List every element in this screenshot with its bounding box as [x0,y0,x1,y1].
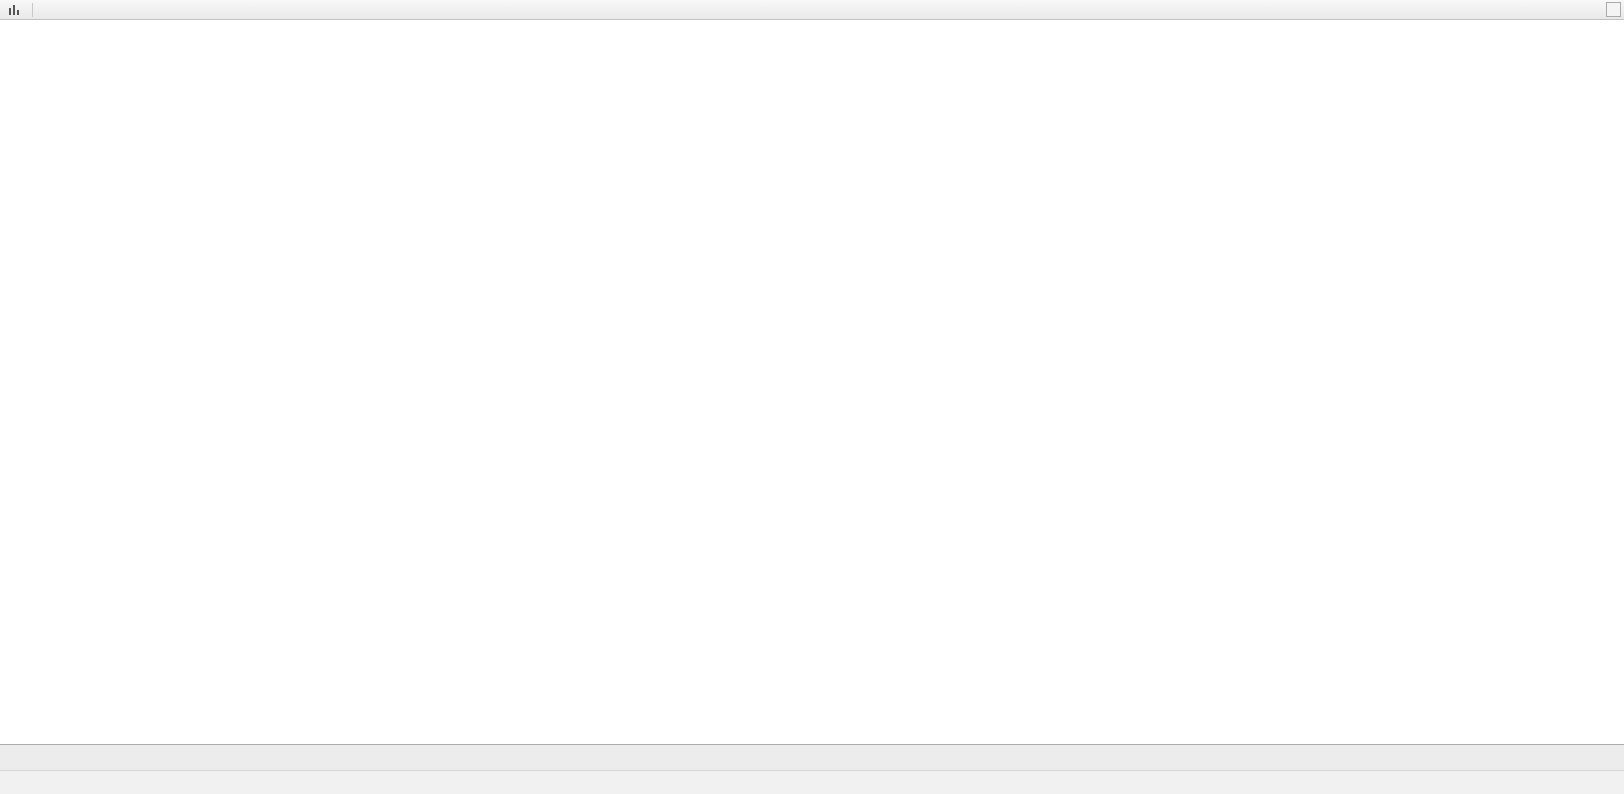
bottom-strip [0,770,1624,794]
chart-tabs-bar [0,744,1624,770]
price-chart-canvas[interactable] [0,20,1624,744]
toolbar-separator [32,2,33,17]
chart-area [0,20,1624,744]
bar-chart-icon [9,5,19,15]
scroll-up-button[interactable] [1606,2,1621,17]
chart-type-dropdown[interactable] [3,1,28,19]
timeframe-toolbar [0,0,1624,20]
